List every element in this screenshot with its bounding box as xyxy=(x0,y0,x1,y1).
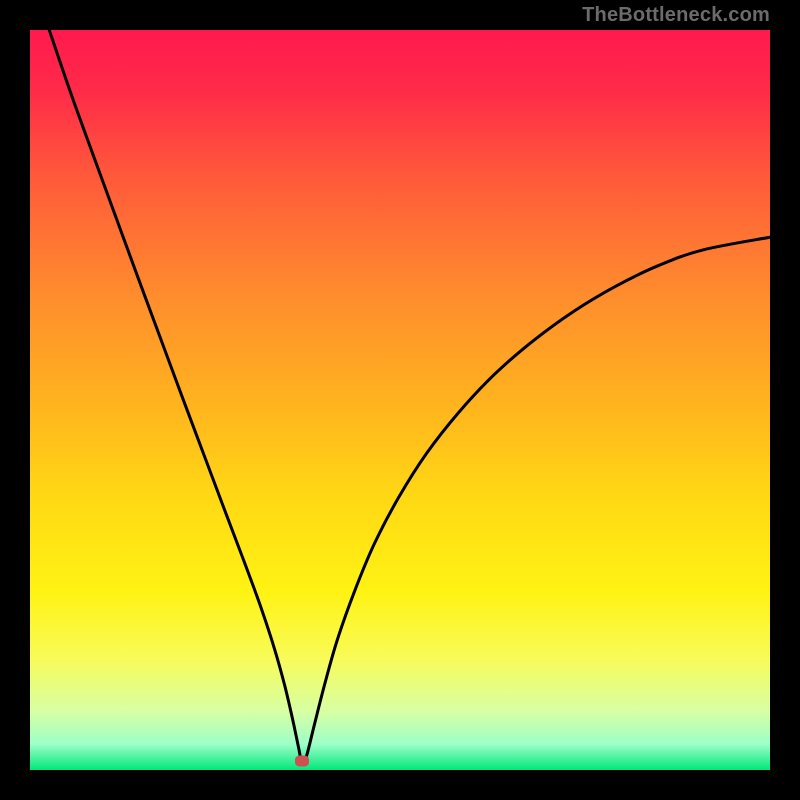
minimum-marker xyxy=(295,756,309,767)
plot-area xyxy=(30,30,770,770)
chart-frame: TheBottleneck.com xyxy=(0,0,800,800)
bottleneck-curve xyxy=(30,30,770,770)
watermark-text: TheBottleneck.com xyxy=(582,4,770,27)
